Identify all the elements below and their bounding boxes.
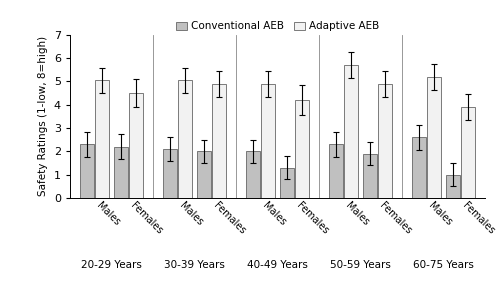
- Text: 40-49 Years: 40-49 Years: [247, 260, 308, 270]
- Bar: [427, 77, 441, 198]
- Bar: [178, 80, 192, 198]
- Bar: [280, 168, 294, 198]
- Bar: [212, 84, 226, 198]
- Bar: [295, 100, 309, 198]
- Bar: [363, 154, 377, 198]
- Bar: [378, 84, 392, 198]
- Bar: [412, 137, 426, 198]
- Text: 30-39 Years: 30-39 Years: [164, 260, 225, 270]
- Bar: [129, 93, 143, 198]
- Bar: [246, 151, 260, 198]
- Bar: [114, 147, 128, 198]
- Legend: Conventional AEB, Adaptive AEB: Conventional AEB, Adaptive AEB: [172, 17, 383, 36]
- Y-axis label: Safety Ratings (1-low, 8=high): Safety Ratings (1-low, 8=high): [38, 36, 48, 196]
- Bar: [95, 80, 109, 198]
- Bar: [329, 144, 343, 198]
- Bar: [197, 151, 211, 198]
- Text: 50-59 Years: 50-59 Years: [330, 260, 391, 270]
- Text: 20-29 Years: 20-29 Years: [81, 260, 142, 270]
- Bar: [344, 65, 358, 198]
- Bar: [163, 149, 177, 198]
- Bar: [461, 107, 475, 198]
- Bar: [80, 144, 94, 198]
- Bar: [261, 84, 275, 198]
- Text: 60-75 Years: 60-75 Years: [413, 260, 474, 270]
- Bar: [446, 175, 460, 198]
